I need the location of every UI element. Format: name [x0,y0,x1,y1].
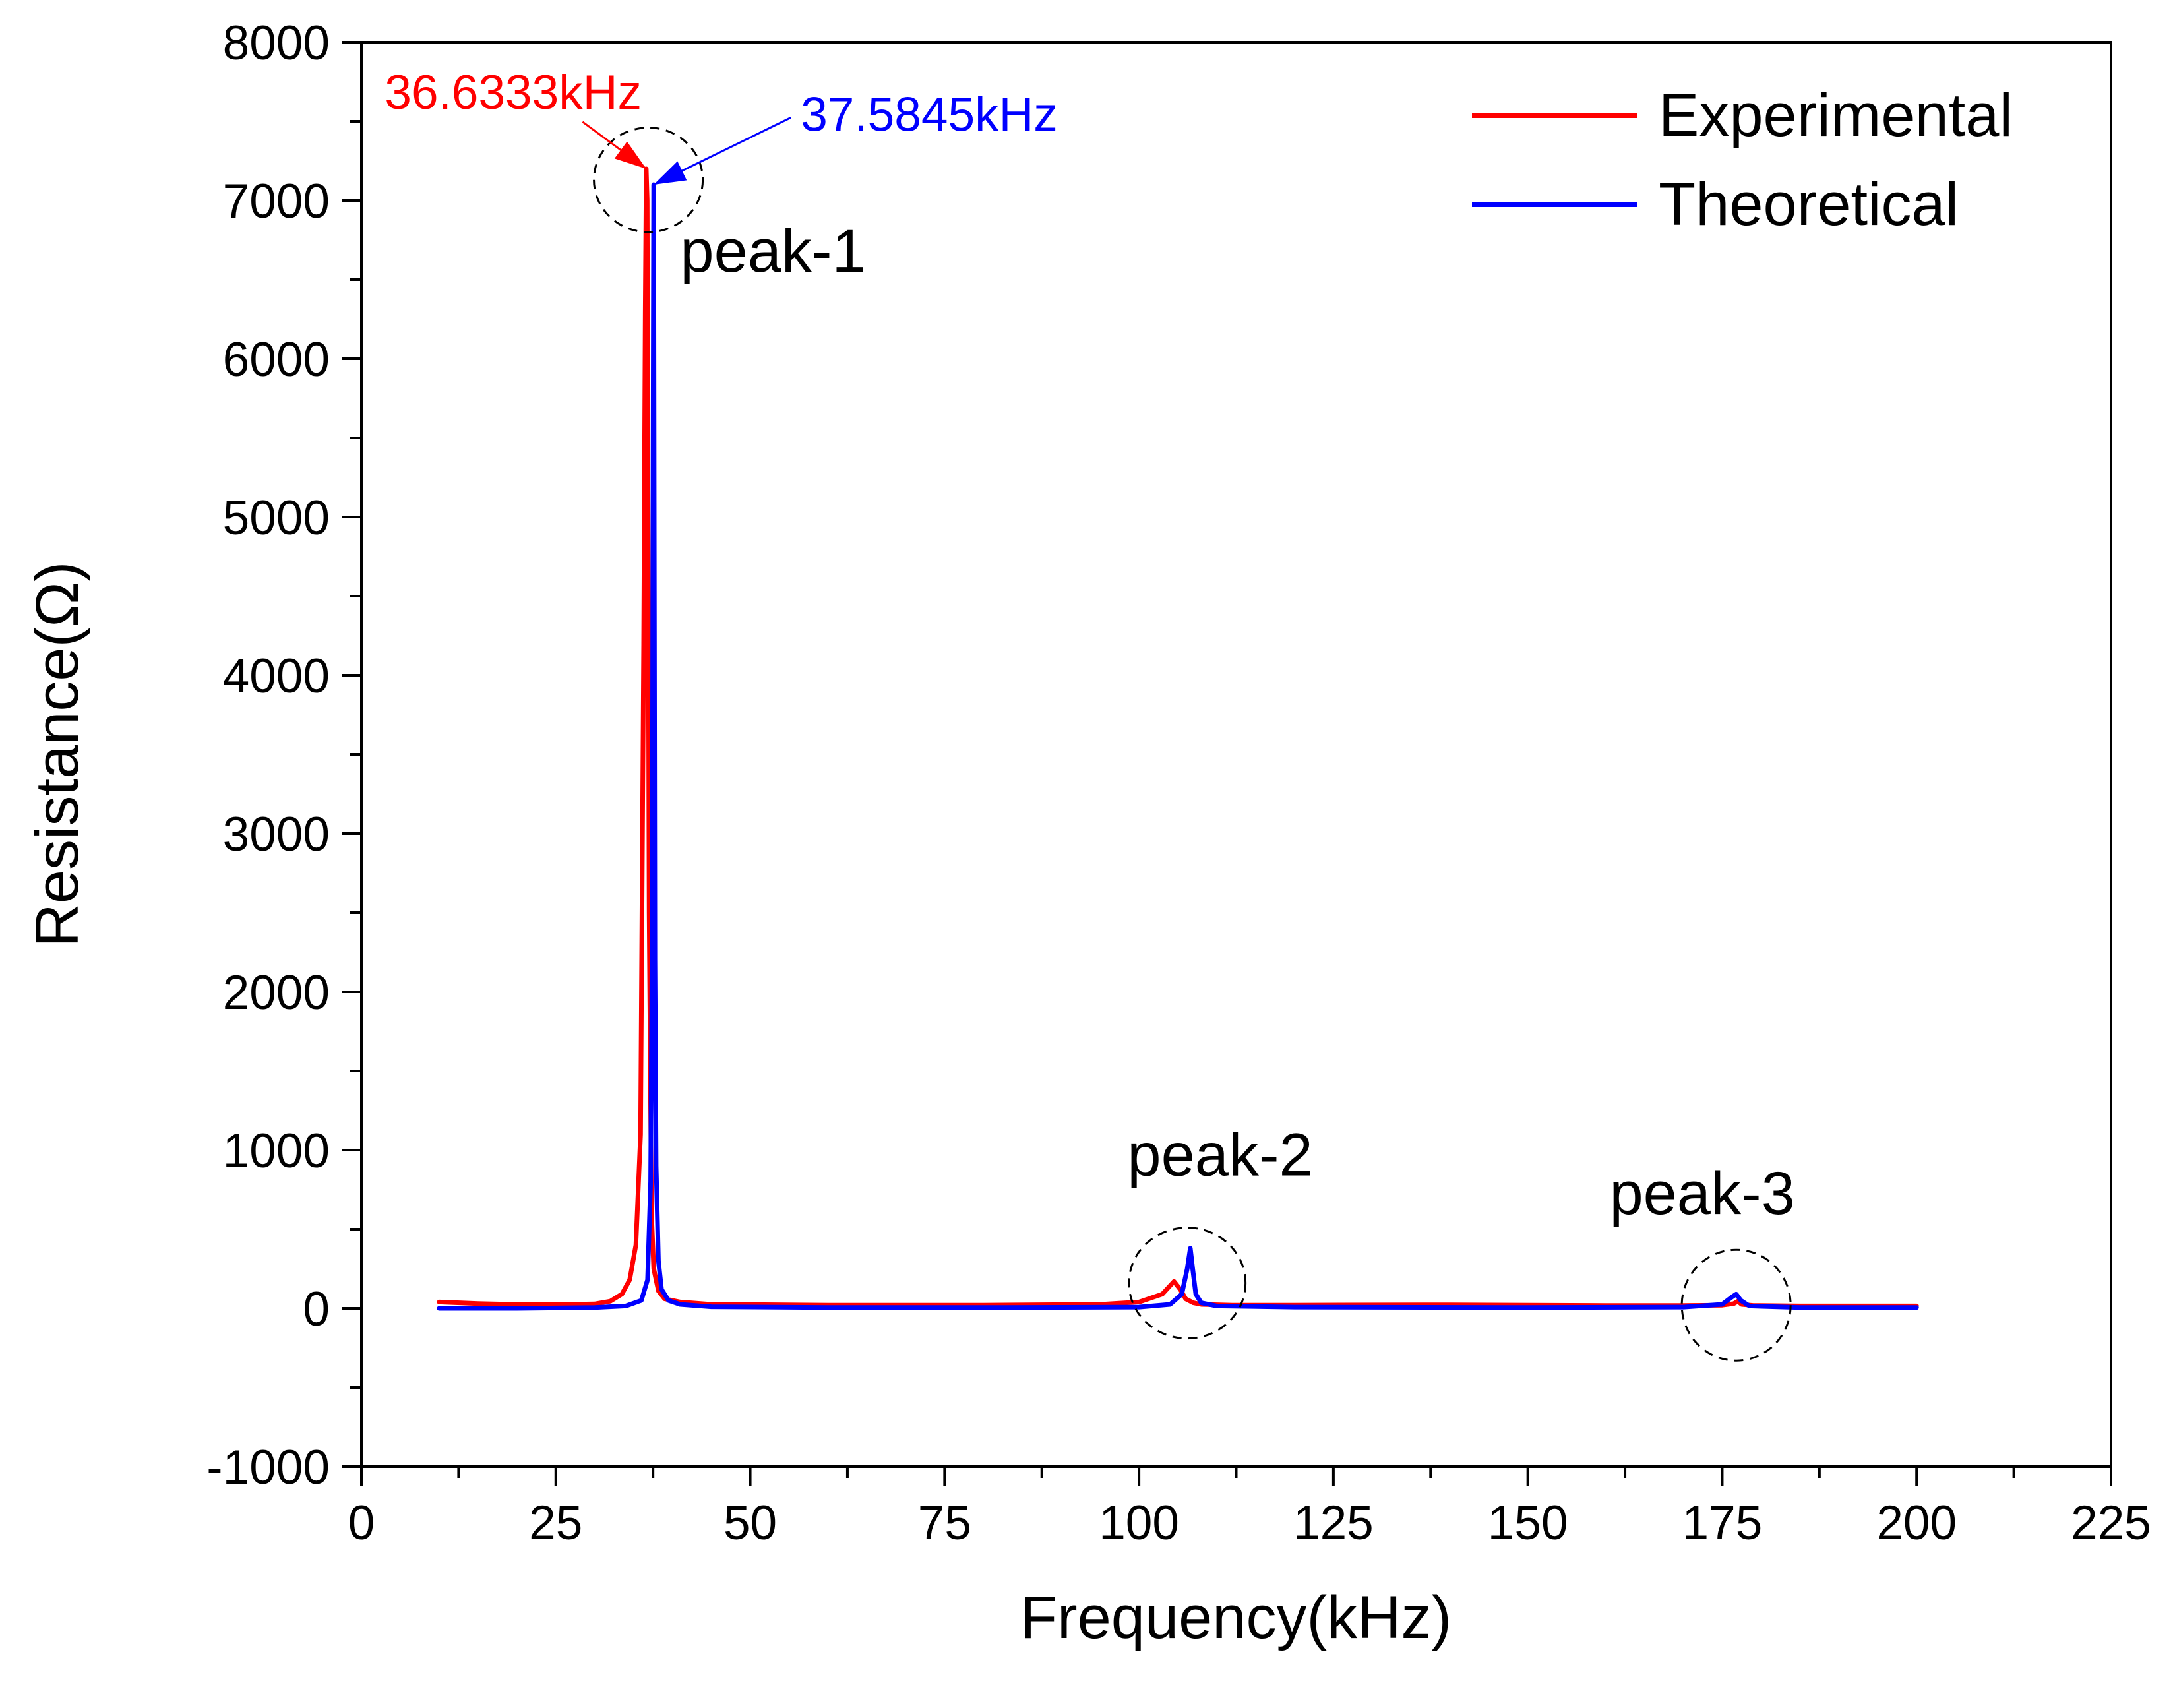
y-tick-label: 5000 [223,491,330,545]
y-tick-label: 2000 [223,966,330,1020]
frequency-arrow-head [654,161,687,185]
x-tick-label: 175 [1682,1496,1763,1550]
x-tick-label: 75 [918,1496,971,1550]
series-layer [437,166,1919,1311]
x-tick-label: 125 [1293,1496,1374,1550]
peak-label: peak-3 [1609,1160,1794,1227]
y-tick-label: 4000 [223,650,330,703]
axis-ticks: 0 25 50 75 100 125 150 175 200 225 -1000 0 1000 2000 3… [206,16,2151,1550]
y-tick-label: 0 [303,1283,330,1336]
y-axis-title: Resistance(Ω) [24,561,91,947]
series-line-theoretical [437,182,1919,1311]
legend-label-experimental: Experimental [1659,82,2013,149]
y-tick-label: 7000 [223,175,330,228]
peak-highlight-circle [1680,1248,1792,1362]
x-tick-label: 200 [1876,1496,1957,1550]
frequency-label: 37.5845kHz [801,88,1058,141]
x-tick-label: 100 [1099,1496,1179,1550]
y-tick-label: 1000 [223,1124,330,1178]
frequency-arrow-head [614,141,646,169]
peak-highlight-circle [1128,1227,1247,1340]
peak-label: peak-1 [680,218,865,285]
x-tick-label: 25 [529,1496,582,1550]
y-tick-label: 8000 [223,16,330,70]
y-tick-label: 6000 [223,333,330,386]
peak-highlight-circle [593,127,704,233]
annotation-layer: peak-1 peak-2 peak-3 36.6333kHz 37.5845kHz [384,66,1794,1227]
x-axis-title: Frequency(kHz) [1020,1584,1452,1651]
peak-label: peak-2 [1127,1121,1312,1188]
x-tick-label: 0 [348,1496,375,1550]
highlight-circles [593,127,1792,1362]
x-tick-label: 225 [2071,1496,2151,1550]
frequency-label: 36.6333kHz [384,66,642,119]
legend: Experimental Theoretical [1472,82,2013,238]
y-tick-label: -1000 [206,1441,330,1494]
x-tick-label: 150 [1488,1496,1568,1550]
x-tick-label: 50 [723,1496,777,1550]
legend-label-theoretical: Theoretical [1659,171,1959,238]
y-tick-label: 3000 [223,808,330,861]
